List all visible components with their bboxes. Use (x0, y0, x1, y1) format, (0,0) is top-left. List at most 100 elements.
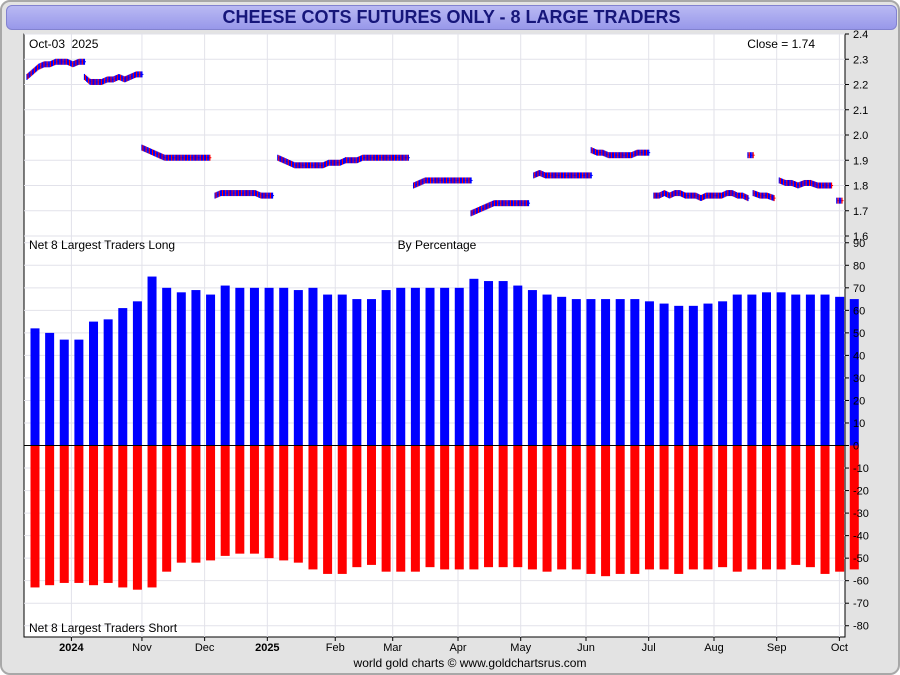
long-bar (103, 319, 113, 446)
x-tick-label: Aug (704, 642, 724, 654)
x-tick-label: May (510, 642, 531, 654)
long-bar (235, 287, 245, 446)
short-bar (176, 445, 186, 563)
short-bar (835, 445, 845, 572)
short-bar (571, 445, 581, 570)
short-bar (469, 445, 479, 570)
short-bar (352, 445, 362, 568)
long-bar (776, 292, 786, 446)
x-tick-label: Jun (577, 642, 595, 654)
short-bar (191, 445, 201, 563)
short-bar (732, 445, 742, 572)
bar-marks (24, 276, 859, 590)
long-bar (132, 301, 142, 446)
long-bar (323, 294, 333, 446)
long-bar (220, 285, 230, 446)
x-tick-label: 2025 (255, 642, 279, 654)
short-bar (410, 445, 420, 572)
short-bar (513, 445, 523, 568)
long-label: Net 8 Largest Traders Long (29, 238, 175, 252)
short-bar (220, 445, 230, 556)
price-marks (26, 58, 844, 217)
long-bar (586, 299, 596, 446)
long-bar (308, 287, 318, 446)
long-bar (410, 287, 420, 446)
percentage-tick-label: 20 (853, 395, 865, 407)
long-bar (176, 292, 186, 446)
short-bar (279, 445, 289, 561)
short-bar (89, 445, 99, 586)
percentage-tick-label: 90 (853, 238, 865, 250)
short-bar (323, 445, 333, 574)
percentage-tick-label: 80 (853, 260, 865, 272)
short-bar (527, 445, 537, 570)
long-bar (659, 303, 669, 446)
long-bar (615, 299, 625, 446)
short-bar (162, 445, 172, 572)
long-bar (849, 299, 859, 446)
x-tick-label: Sep (767, 642, 787, 654)
long-bar (118, 308, 128, 446)
long-bar (791, 294, 801, 446)
price-grid (24, 33, 845, 237)
price-tick-label: 1.9 (853, 155, 868, 167)
x-tick-label: Feb (326, 642, 345, 654)
percentage-tick-label: -20 (853, 486, 869, 498)
long-bar (527, 290, 537, 446)
long-bar (425, 287, 435, 446)
short-label: Net 8 Largest Traders Short (29, 621, 178, 635)
percentage-tick-label: 0 (853, 441, 859, 453)
short-bar (498, 445, 508, 568)
price-tick-label: 1.7 (853, 206, 868, 218)
short-bar (118, 445, 128, 588)
long-bar (381, 290, 391, 446)
long-bar (732, 294, 742, 446)
long-bar (762, 292, 771, 446)
long-bar (805, 294, 815, 446)
long-bar (59, 339, 69, 446)
long-bar (571, 299, 581, 446)
short-bar (337, 445, 347, 574)
long-bar (440, 287, 450, 446)
percentage-tick-label: 30 (853, 373, 865, 385)
price-tick-label: 1.8 (853, 181, 868, 193)
percentage-title: By Percentage (398, 238, 477, 252)
percentage-tick-label: 70 (853, 283, 865, 295)
short-bar (45, 445, 55, 586)
short-bar (791, 445, 801, 565)
short-bar (849, 445, 859, 570)
long-bar (337, 294, 347, 446)
short-bar (718, 445, 728, 568)
short-bar (249, 445, 259, 554)
x-tick-label: Oct (831, 642, 848, 654)
long-bar (30, 328, 40, 446)
long-bar (396, 287, 406, 446)
short-bar (601, 445, 611, 577)
short-bar (147, 445, 157, 588)
short-bar (557, 445, 567, 570)
short-bar (644, 445, 654, 570)
short-bar (542, 445, 552, 572)
short-bar (747, 445, 757, 570)
long-bar (557, 296, 567, 446)
chart-title: CHEESE COTS FUTURES ONLY - 8 LARGE TRADE… (6, 5, 897, 30)
short-bar (381, 445, 391, 572)
short-bar (132, 445, 142, 590)
long-bar (820, 294, 830, 446)
price-tick-label: 1.6 (853, 231, 868, 243)
price-tick-label: 2.2 (853, 80, 868, 92)
long-bar (469, 278, 479, 446)
long-bar (674, 305, 684, 446)
long-bar (147, 276, 157, 446)
short-bar (440, 445, 450, 570)
x-tick-label: 2024 (59, 642, 84, 654)
long-bar (703, 303, 713, 446)
percentage-tick-label: -50 (853, 553, 869, 565)
short-bar (264, 445, 274, 559)
long-bar (644, 301, 654, 446)
short-bar (293, 445, 303, 563)
short-bar (484, 445, 494, 568)
long-bar (74, 339, 84, 446)
long-bar (747, 294, 757, 446)
percentage-tick-label: -10 (853, 463, 869, 475)
